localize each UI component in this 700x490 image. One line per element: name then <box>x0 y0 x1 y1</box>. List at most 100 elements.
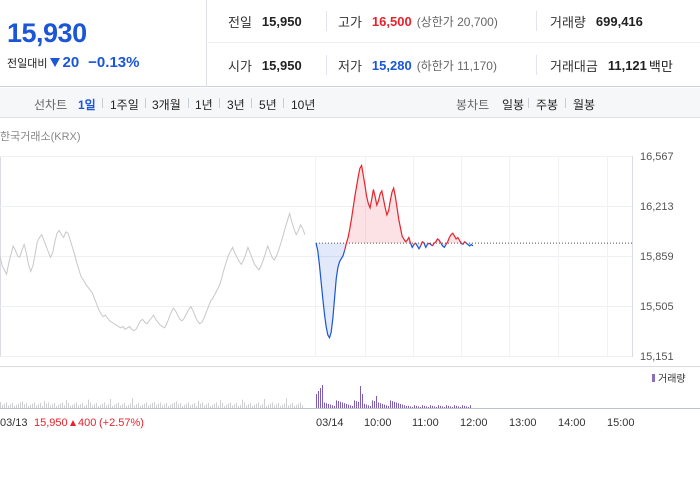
volume-bar <box>126 406 127 408</box>
today-line-down <box>415 242 422 250</box>
volume-bar <box>68 403 69 408</box>
y-tick-label: 15,505 <box>640 301 674 313</box>
volume-bar <box>104 402 105 408</box>
data-source: 한국거래소(KRX) <box>0 131 81 143</box>
change-row: 전일대비 20 −0.13% <box>7 54 139 71</box>
volume-bar <box>188 402 189 408</box>
volume-bar <box>350 405 351 408</box>
volume-bar <box>390 400 391 408</box>
volume-bar <box>14 406 15 408</box>
volume-bar <box>268 404 269 408</box>
volume-bar <box>112 406 113 408</box>
volume-bar <box>216 402 217 408</box>
volume-bar <box>2 404 3 408</box>
x-axis-label: 12:00 <box>460 417 488 429</box>
volume-bar <box>332 405 333 408</box>
volume-bar <box>190 405 191 408</box>
volume-bar <box>432 405 433 408</box>
volume-bar <box>134 405 135 408</box>
volume-bar <box>52 404 53 408</box>
prev-day-line <box>0 211 306 332</box>
volume-bar <box>200 403 201 408</box>
volume-bar <box>448 405 449 408</box>
volume-bar <box>70 406 71 408</box>
volume-bar <box>86 404 87 408</box>
change-label: 전일대비 <box>7 57 48 70</box>
volume-bar <box>220 400 221 408</box>
today-line-down <box>409 242 415 249</box>
volume-bar <box>8 405 9 408</box>
volume-bar <box>238 406 239 408</box>
volume-bar <box>454 405 455 408</box>
volume-bar <box>42 406 43 408</box>
volume-bar <box>78 405 79 408</box>
volume-bar <box>84 406 85 408</box>
volume-bar <box>182 406 183 408</box>
today-line-up <box>462 240 467 245</box>
volume-bar <box>352 406 353 408</box>
upper-limit: (상한가 20,700) <box>416 15 498 29</box>
x-axis-label: 10:00 <box>364 417 392 429</box>
volume-bar <box>88 399 89 408</box>
volume-bar <box>74 403 75 408</box>
volume-bar <box>288 405 289 408</box>
tab-1y[interactable]: 1년 <box>195 98 213 112</box>
volume-bar <box>398 403 399 408</box>
volume-bar <box>354 400 355 408</box>
volume-bar <box>444 407 445 408</box>
volume-bar <box>116 403 117 408</box>
volume-bar <box>436 407 437 408</box>
quote-row-2: 시가 15,950 저가 15,280 (하한가 11,170) 거래대금 11… <box>208 44 700 87</box>
open-label: 시가 <box>228 59 252 74</box>
volume-bar <box>108 404 109 408</box>
today-line-down <box>423 242 428 249</box>
line-chart-label: 선차트 <box>34 98 68 112</box>
volume-bar <box>120 405 121 408</box>
volume-bar <box>34 402 35 408</box>
volume-bar <box>384 404 385 408</box>
volume-bar <box>162 405 163 408</box>
low-label: 저가 <box>338 59 362 74</box>
volume-bar <box>6 402 7 408</box>
volume-bar <box>202 402 203 408</box>
volume-bar <box>278 403 279 408</box>
today-area-up <box>344 165 411 251</box>
volume-bar <box>72 404 73 408</box>
volume-bar <box>380 403 381 408</box>
tab-5y[interactable]: 5년 <box>259 98 277 112</box>
volume-bar <box>218 405 219 408</box>
volume-bar <box>100 404 101 408</box>
volume-bar <box>138 403 139 408</box>
volume-bar <box>228 403 229 408</box>
volume-bar <box>270 403 271 408</box>
tab-3m[interactable]: 3개월 <box>152 98 181 112</box>
volume-bar <box>426 406 427 408</box>
volume-bar <box>106 405 107 408</box>
trade-amount-value: 11,121 <box>607 58 647 73</box>
chart-period-tabs: 선차트 1일 1주일 3개월 1년 3년 5년 10년 봉차트 일봉 주봉 월봉 <box>0 88 700 118</box>
volume-bar <box>262 404 263 408</box>
high-label: 고가 <box>338 15 362 30</box>
tab-1w[interactable]: 1주일 <box>110 98 139 112</box>
volume-bar <box>54 403 55 408</box>
tab-3y[interactable]: 3년 <box>227 98 245 112</box>
volume-bar <box>140 406 141 408</box>
today-line-up <box>427 242 430 246</box>
tab-weekly-candle[interactable]: 주봉 <box>536 98 559 112</box>
tab-daily-candle[interactable]: 일봉 <box>502 98 525 112</box>
volume-bar <box>164 404 165 408</box>
open-cell: 시가 15,950 <box>228 44 302 87</box>
today-line-up <box>431 237 442 247</box>
tab-10y[interactable]: 10년 <box>291 98 316 112</box>
current-price: 15,930 <box>7 18 87 48</box>
lower-limit: (하한가 11,170) <box>416 59 497 73</box>
volume-bar <box>0 402 1 408</box>
volume-bar <box>180 403 181 408</box>
tab-1d[interactable]: 1일 <box>78 98 96 112</box>
volume-bar <box>148 405 149 408</box>
volume-bar <box>128 404 129 408</box>
tab-monthly-candle[interactable]: 월봉 <box>573 98 596 112</box>
volume-bar <box>272 402 273 408</box>
volume-bar <box>470 405 471 408</box>
today-line-up <box>344 163 412 251</box>
